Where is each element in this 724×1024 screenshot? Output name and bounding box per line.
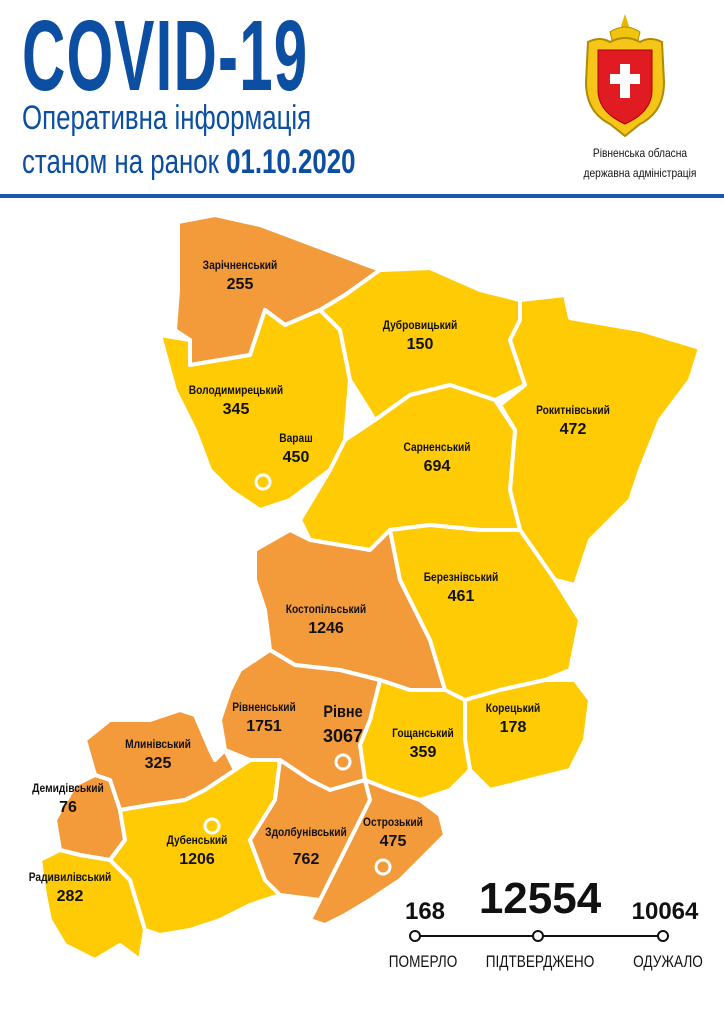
region-label: Дубровицький 150: [382, 318, 458, 353]
coat-of-arms-logo: [584, 14, 666, 138]
city-marker-rivne: [334, 753, 352, 771]
confirmed-count: 12554: [478, 874, 602, 923]
region-label: Рівненський 1751: [232, 700, 296, 735]
region-label: Острозький 475: [363, 815, 423, 850]
region-rokytne[interactable]: [498, 293, 702, 587]
region-label: Вараш 450: [279, 431, 313, 466]
region-label: Млинівський 325: [125, 737, 191, 772]
region-label: Рокитнівський 472: [536, 403, 610, 438]
recovered-dot: [657, 930, 669, 942]
recovered-count: 10064: [631, 898, 699, 925]
report-date: 01.10.2020: [226, 143, 356, 181]
deaths-dot: [409, 930, 421, 942]
deaths-label: ПОМЕРЛО: [388, 952, 458, 971]
region-label: Березнівський 461: [423, 570, 499, 605]
region-label: Дубенський 1206: [166, 833, 228, 868]
region-label: Здолбунівський 762: [265, 825, 347, 868]
date-prefix: станом на ранок: [22, 143, 219, 181]
page-title: COVID-19: [22, 0, 309, 112]
deaths-count: 168: [404, 898, 446, 925]
region-label: Радивилівський 282: [28, 870, 112, 905]
region-label: Костопільський 1246: [285, 602, 367, 637]
region-label: Гощанський 359: [392, 726, 454, 761]
region-label-rivne: Рівне 3067: [322, 702, 364, 746]
date-line: станом на ранок 01.10.2020: [22, 142, 355, 182]
confirmed-dot: [532, 930, 544, 942]
region-ostroh[interactable]: [308, 778, 447, 927]
city-marker-ostroh: [374, 858, 392, 876]
city-marker-varash: [254, 473, 272, 491]
confirmed-label: ПІДТВЕРДЖЕНО: [485, 952, 595, 971]
region-radyvyliv[interactable]: [38, 848, 147, 962]
region-label: Сарненський 694: [403, 440, 471, 475]
region-label: Демидівський 76: [32, 781, 104, 816]
region-volodymyrets[interactable]: [158, 308, 352, 512]
subtitle: Оперативна інформація: [22, 99, 312, 137]
region-label: Зарічненський 255: [202, 258, 278, 293]
logo-caption-line2: державна адміністрація: [583, 166, 697, 180]
logo-caption-line1: Рівненська обласна: [592, 146, 688, 160]
region-label: Володимирецький 345: [188, 383, 284, 418]
recovered-label: ОДУЖАЛО: [633, 952, 703, 971]
region-berezne[interactable]: [388, 523, 582, 702]
region-label: Корецький 178: [485, 701, 541, 736]
header-divider: [0, 194, 724, 198]
city-marker-dubno: [203, 817, 221, 835]
